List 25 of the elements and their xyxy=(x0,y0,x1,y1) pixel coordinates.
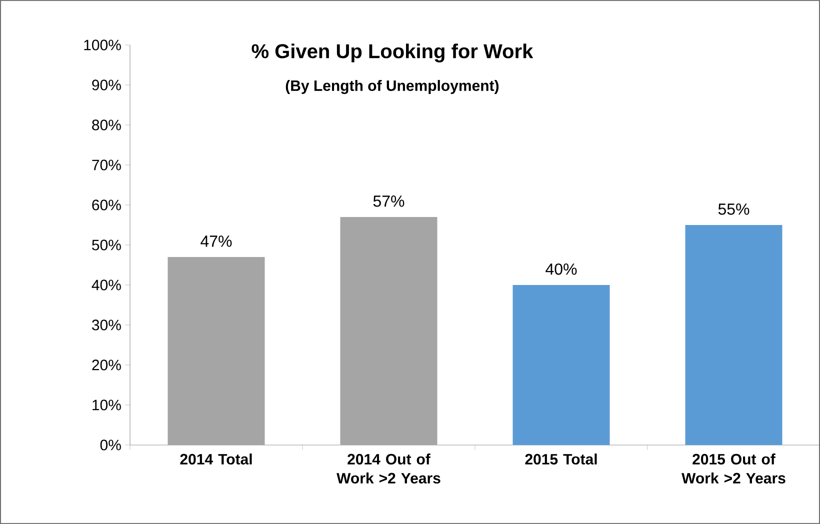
y-tick-label: 20% xyxy=(92,360,121,370)
x-tick-label: 2014 Out of Work >2 Years xyxy=(336,454,440,484)
y-tick-label: 80% xyxy=(92,120,121,130)
x-tick-label: 2015 Total xyxy=(525,454,597,465)
bar xyxy=(685,224,782,445)
data-label: 57% xyxy=(373,196,404,207)
y-tick-label: 0% xyxy=(100,440,121,450)
x-tick-label: 2015 Out of Work >2 Years xyxy=(682,454,786,484)
data-label: 55% xyxy=(718,204,750,215)
data-label: 47% xyxy=(200,236,232,247)
bar xyxy=(168,256,265,445)
bar xyxy=(512,284,610,445)
y-tick-label: 100% xyxy=(84,40,121,50)
y-tick-label: 70% xyxy=(92,160,121,170)
chart-title: % Given Up Looking for Work xyxy=(252,44,534,62)
y-tick-label: 60% xyxy=(92,200,121,210)
data-label: 40% xyxy=(546,263,577,275)
x-tick-label: 2014 Total xyxy=(180,454,252,465)
y-tick-label: 90% xyxy=(92,80,121,90)
y-tick-label: 50% xyxy=(92,240,121,250)
y-tick-label: 10% xyxy=(92,400,121,410)
bar xyxy=(340,216,438,445)
y-tick-label: 40% xyxy=(92,280,121,290)
text: (By Length of Unemployment) xyxy=(286,80,499,94)
y-tick-label: 30% xyxy=(92,320,121,330)
